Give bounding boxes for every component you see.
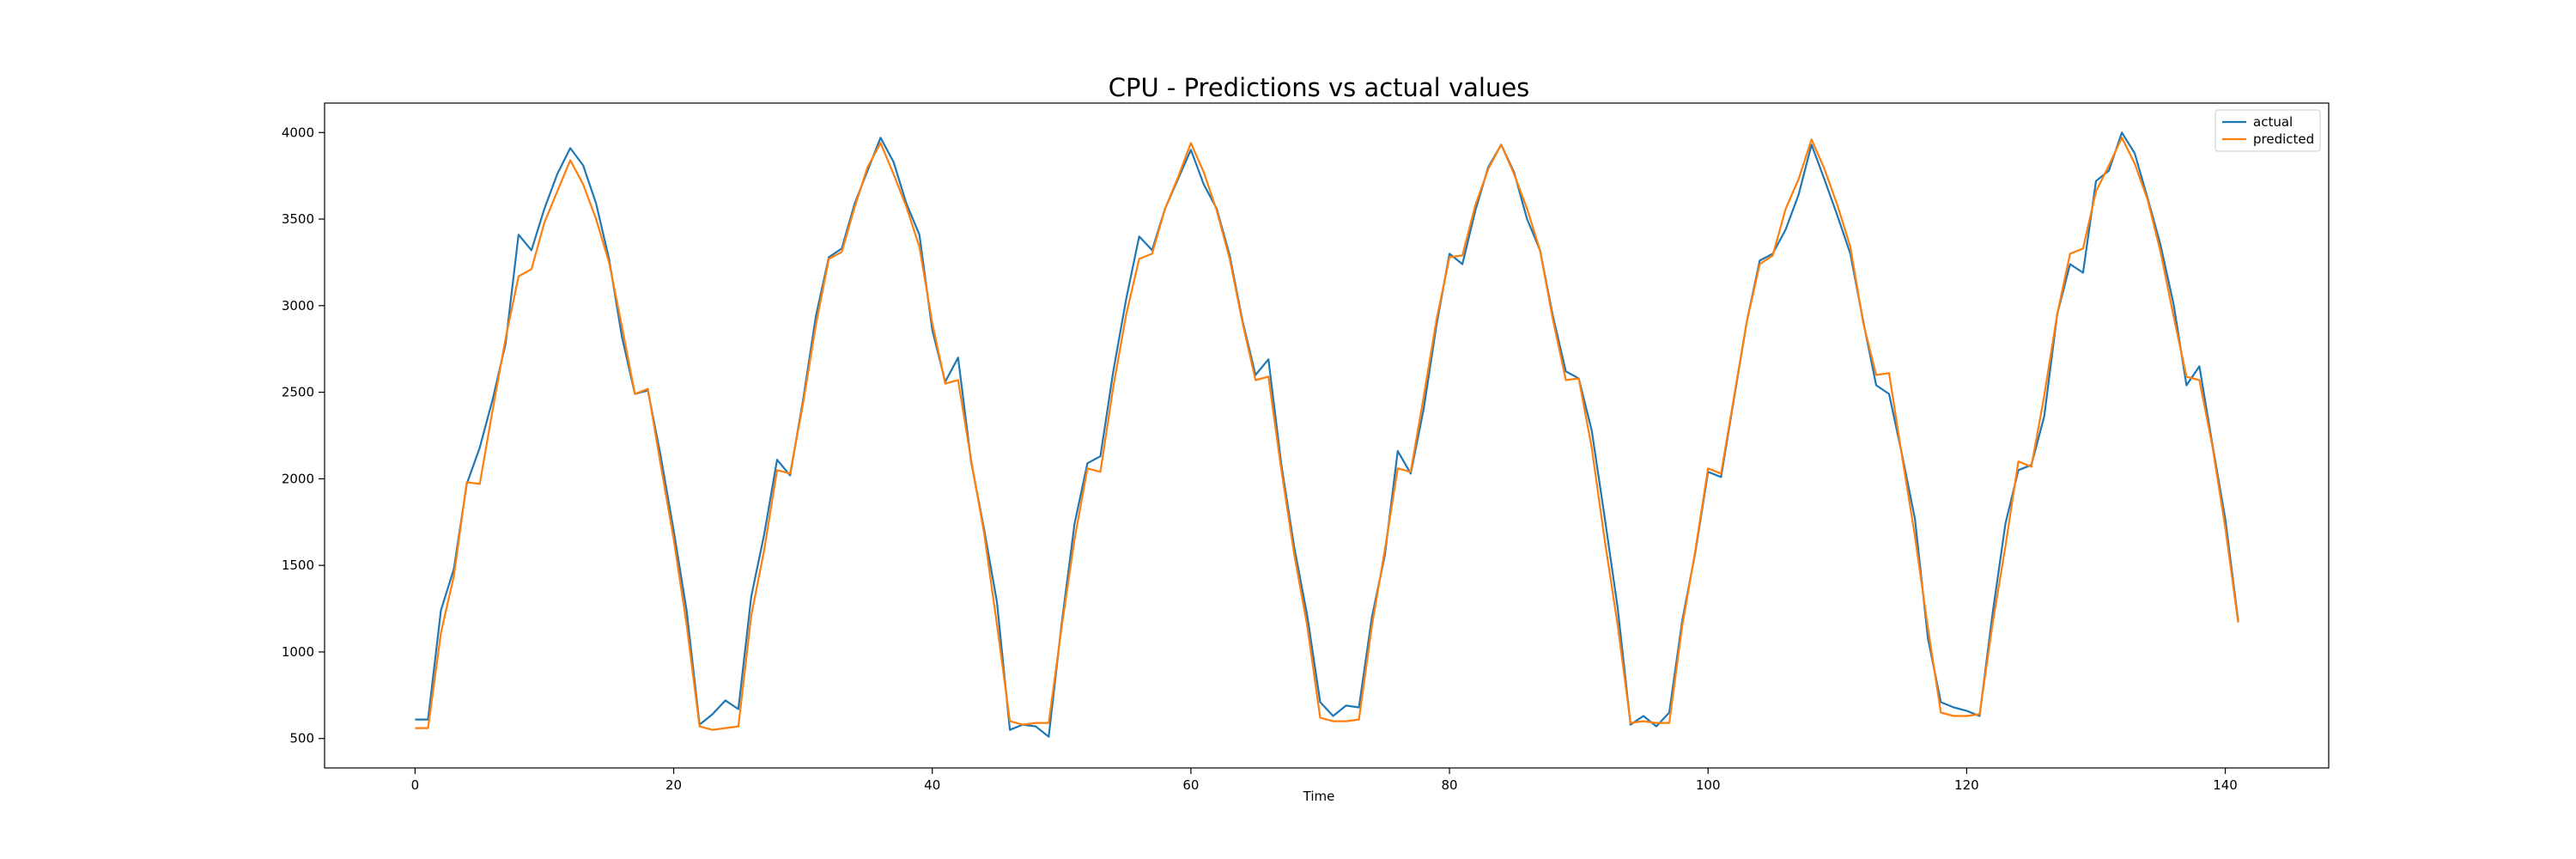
y-tick-label: 2500 bbox=[282, 385, 314, 400]
x-tick-label: 140 bbox=[2213, 777, 2238, 793]
plot-frame bbox=[324, 102, 2330, 769]
y-tick-label: 1000 bbox=[282, 644, 314, 660]
series-line-predicted bbox=[415, 137, 2239, 731]
x-tick-label: 120 bbox=[1954, 777, 1979, 793]
legend-box bbox=[2215, 109, 2321, 152]
x-tick-label: 80 bbox=[1442, 777, 1458, 793]
x-tick-label: 40 bbox=[924, 777, 940, 793]
x-tick-label: 20 bbox=[665, 777, 682, 793]
y-tick-label: 500 bbox=[289, 731, 314, 746]
plot-area: 0 20 40 60 80 100 120 140 500 1000 1500 2000 2500 30… bbox=[282, 102, 2330, 793]
x-axis: 0 20 40 60 80 100 120 140 bbox=[411, 768, 2238, 793]
legend-label-actual: actual bbox=[2253, 114, 2293, 130]
y-tick-label: 1500 bbox=[282, 557, 314, 573]
y-axis: 500 1000 1500 2000 2500 3000 3500 4000 bbox=[282, 125, 325, 746]
y-tick-label: 2000 bbox=[282, 471, 314, 486]
chart-title: CPU - Predictions vs actual values bbox=[1109, 73, 1530, 102]
y-tick-label: 3500 bbox=[282, 211, 314, 227]
y-tick-label: 3000 bbox=[282, 298, 314, 314]
y-tick-label: 4000 bbox=[282, 125, 314, 140]
legend-label-predicted: predicted bbox=[2253, 131, 2314, 147]
x-tick-label: 60 bbox=[1182, 777, 1199, 793]
x-axis-label: Time bbox=[1303, 789, 1335, 804]
series-layer bbox=[415, 131, 2239, 738]
x-tick-label: 100 bbox=[1696, 777, 1721, 793]
x-tick-label: 0 bbox=[411, 777, 420, 793]
